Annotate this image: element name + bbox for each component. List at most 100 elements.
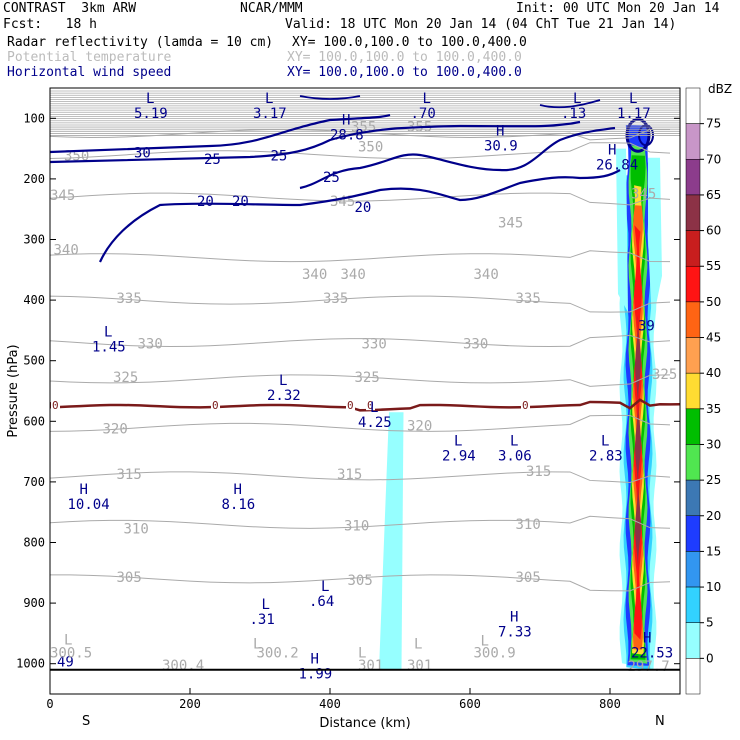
theta-label: 310 — [344, 518, 369, 534]
extrema-kind: H — [80, 482, 88, 498]
center-label: NCAR/MMM — [240, 1, 303, 16]
y-tick-label: 600 — [23, 414, 45, 428]
theta-label: 310 — [516, 517, 541, 533]
zero-label-bg — [51, 399, 60, 411]
theta-line-strat — [50, 90, 680, 92]
field-radar-xy: XY= 100.0,100.0 to 100.0,400.0 — [292, 35, 527, 50]
theta-label: 320 — [103, 421, 128, 437]
colorbar-swatch — [685, 586, 701, 623]
wind-contour-20 — [98, 169, 621, 263]
theta-label: 305 — [117, 570, 142, 586]
colorbar-level: 65 — [706, 188, 721, 202]
y-tick-label: 500 — [23, 354, 45, 368]
colorbar-level: 40 — [706, 366, 721, 380]
theta-label: 340 — [474, 267, 499, 283]
plot-border — [49, 87, 681, 695]
theta-line-strat — [50, 128, 680, 130]
colorbar-swatch — [685, 230, 701, 267]
colorbar-level: 35 — [706, 402, 721, 416]
theta-label: 305 — [516, 570, 541, 586]
theta-line-strat — [50, 126, 680, 128]
theta-line-strat — [50, 117, 680, 120]
theta-line-355 — [50, 128, 671, 141]
grey-low-label: L — [481, 634, 489, 650]
theta-line-315 — [50, 471, 671, 483]
colorbar-swatch — [685, 408, 701, 445]
theta-line-330 — [50, 334, 671, 348]
theta-label: 350 — [358, 140, 383, 156]
theta-label: 340 — [54, 243, 79, 259]
extrema-kind: L — [629, 91, 637, 107]
theta-line-strat — [50, 105, 680, 107]
grey-low-label: L — [253, 637, 261, 653]
extrema-value: 30.9 — [484, 138, 518, 154]
theta-line-strat — [50, 111, 680, 113]
extrema-value: 28.8 — [330, 127, 364, 143]
theta-line-310 — [50, 515, 671, 529]
core-theta-label: 325 — [652, 367, 677, 383]
extrema-value: 49 — [57, 655, 74, 671]
theta-line-335 — [50, 295, 671, 313]
colorbar-swatch — [685, 444, 701, 481]
extrema-value: 22.53 — [631, 645, 673, 661]
extrema-value: 1.45 — [92, 339, 126, 355]
valid-time: Valid: 18 UTC Mon 20 Jan 14 (04 ChT Tue … — [285, 17, 677, 32]
extrema-value: 4.25 — [358, 415, 392, 431]
theta-label: 335 — [516, 291, 541, 307]
wind-label: 20 — [197, 194, 214, 210]
extrema-value: 2.83 — [589, 449, 623, 465]
zero-label: 0 — [52, 399, 59, 412]
colorbar-swatch — [685, 123, 701, 160]
extrema-kind: L — [454, 434, 462, 450]
theta-line-strat — [50, 100, 680, 103]
extrema-kind: L — [146, 91, 154, 107]
theta-label: 330 — [138, 337, 163, 353]
extrema-kind: L — [370, 400, 378, 416]
theta-line-strat — [50, 94, 680, 96]
theta-label: 310 — [124, 521, 149, 537]
wind-label: 30 — [134, 146, 151, 162]
colorbar-swatch — [685, 87, 701, 124]
forecast-hour: Fcst: 18 h — [3, 17, 97, 32]
theta-label: 315 — [337, 467, 362, 483]
field-theta-xy: XY= 100.0,100.0 to 100.0,400.0 — [287, 50, 522, 65]
theta-line-strat — [50, 103, 680, 105]
colorbar-swatch — [685, 515, 701, 552]
colorbar-level: 20 — [706, 509, 721, 523]
theta-line-strat — [50, 109, 680, 111]
theta-label: 325 — [113, 370, 138, 386]
wind-label: 25 — [271, 149, 288, 165]
colorbar-swatch — [685, 372, 701, 410]
grey-low-label: L — [414, 637, 422, 653]
init-time: Init: 00 UTC Mon 20 Jan 14 — [516, 1, 720, 16]
field-wind-label: Horizontal wind speed — [7, 65, 172, 80]
x-endpoint-left: S — [82, 714, 90, 729]
y-tick-label: 1000 — [16, 657, 45, 671]
surface-theta-label: 300.4 — [162, 658, 204, 674]
extrema-kind: H — [510, 609, 518, 625]
extrema-kind: H — [608, 143, 616, 159]
colorbar-level: 25 — [706, 473, 721, 487]
extrema-kind: H — [496, 123, 504, 139]
field-theta-label: Potential temperature — [7, 50, 172, 65]
theta-line-strat — [50, 130, 680, 133]
theta-label: 345 — [631, 186, 656, 202]
colorbar-level: 75 — [706, 117, 721, 131]
theta-line-345 — [50, 192, 671, 206]
theta-label: 325 — [355, 370, 380, 386]
grey-low-label: L — [64, 632, 72, 648]
x-tick-label: 400 — [319, 697, 341, 711]
extrema-kind: L — [321, 579, 329, 595]
surface-theta-label: 297.7 — [628, 659, 670, 675]
theta-line-305 — [50, 574, 671, 592]
extrema-value: 3.06 — [498, 449, 532, 465]
colorbar-level: 50 — [706, 295, 721, 309]
surface-theta-label: 301 — [407, 658, 432, 674]
zero-label-bg — [211, 399, 220, 411]
colorbar-swatch — [685, 265, 701, 303]
theta-label: 315 — [117, 467, 142, 483]
surface-theta-label: 300.2 — [257, 646, 299, 662]
theta-label: 305 — [348, 573, 373, 589]
